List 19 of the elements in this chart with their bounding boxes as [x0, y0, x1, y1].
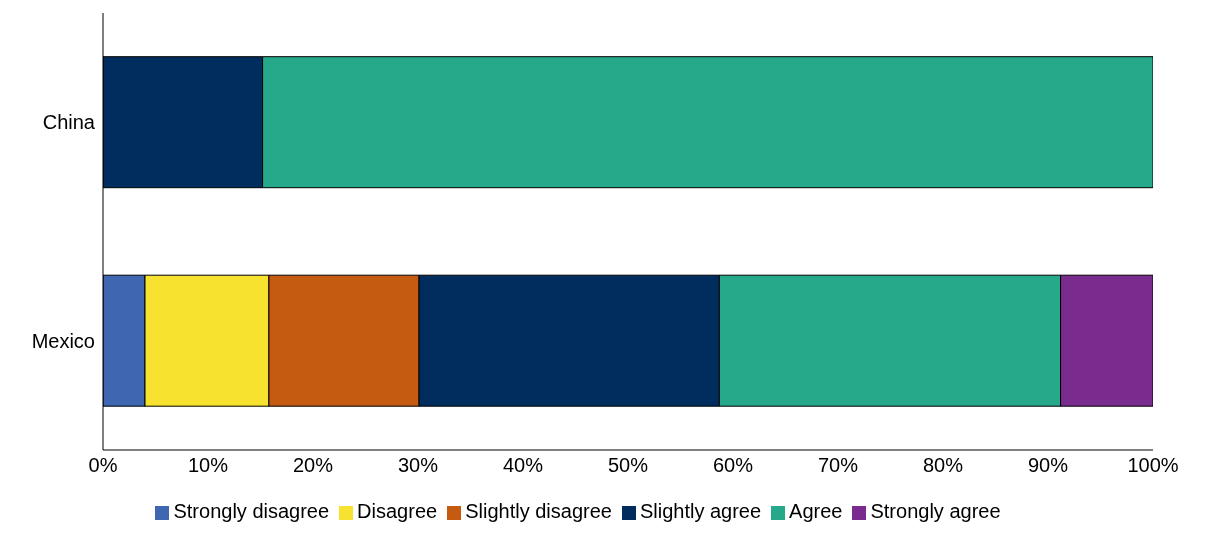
y-tick-label: Mexico	[31, 329, 95, 352]
legend-label: Slightly disagree	[465, 500, 612, 522]
x-tick-label: 20%	[292, 454, 334, 477]
x-tick-label: 90%	[1027, 454, 1069, 477]
x-tick-label: 60%	[712, 454, 754, 477]
legend-label: Disagree	[357, 500, 438, 522]
legend-label: Strongly agree	[870, 500, 1001, 522]
legend-label: Strongly disagree	[173, 500, 330, 522]
x-tick-label: 0%	[88, 454, 118, 477]
x-tick-label: 70%	[817, 454, 859, 477]
legend-label: Slightly agree	[639, 500, 762, 522]
legend-label: Agree	[789, 500, 843, 522]
x-tick-label: 40%	[502, 454, 544, 477]
x-tick-label: 50%	[607, 454, 649, 477]
x-tick-label: 100%	[1127, 454, 1179, 477]
x-tick-label: 30%	[397, 454, 439, 477]
x-tick-label: 80%	[922, 454, 964, 477]
x-tick-label: 10%	[187, 454, 229, 477]
y-tick-label: China	[42, 111, 96, 134]
